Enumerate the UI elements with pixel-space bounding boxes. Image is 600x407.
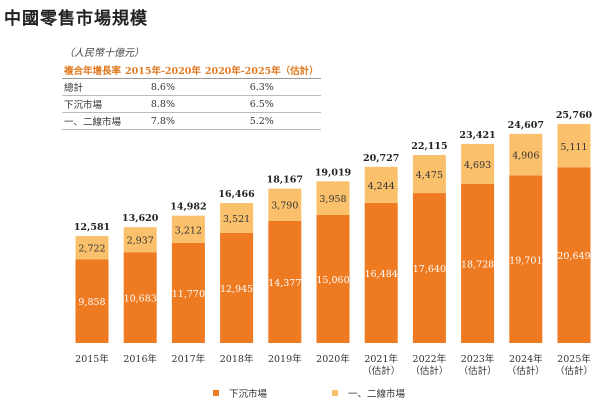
- bar-tier1-2: [268, 188, 302, 221]
- bar-lower-tier: [557, 167, 591, 343]
- cell: 下沉市場: [62, 95, 124, 113]
- bar-tier1-2: [123, 227, 157, 253]
- data-label: 3,212: [175, 225, 202, 236]
- x-tick-label: 2025年: [557, 353, 591, 365]
- total-label: 18,167: [267, 175, 303, 186]
- total-label: 24,607: [508, 120, 544, 131]
- bar-lower-tier: [171, 242, 205, 343]
- table-row: 一、二線市場 7.8% 5.2%: [62, 112, 321, 130]
- cell: 總計: [62, 78, 124, 96]
- data-label: 12,945: [220, 284, 253, 295]
- x-tick-label: （估計）: [362, 365, 400, 377]
- bar-tier1-2: [220, 203, 254, 233]
- bar-lower-tier: [461, 183, 495, 343]
- bar-lower-tier: [220, 232, 254, 343]
- bar-lower-tier: [268, 220, 302, 343]
- data-label: 4,475: [416, 170, 443, 181]
- total-label: 14,982: [170, 202, 206, 213]
- legend-label: 下沉市場: [229, 388, 268, 400]
- data-label: 4,693: [464, 160, 491, 171]
- total-label: 12,581: [74, 222, 110, 233]
- data-label: 2,937: [127, 236, 154, 247]
- bar-lower-tier: [123, 252, 157, 343]
- x-tick-label: （估計）: [459, 365, 497, 377]
- total-label: 19,019: [315, 167, 352, 178]
- data-label: 15,060: [316, 275, 349, 286]
- bar-tier1-2: [557, 124, 591, 168]
- cell: 7.8%: [123, 112, 203, 130]
- table-header-row: 複合年增長率 2015年-2020年 2020年-2025年（估計）: [62, 62, 321, 79]
- total-label: 20,727: [363, 153, 399, 164]
- cell: 6.5%: [202, 95, 321, 113]
- cell: 8.8%: [123, 95, 203, 113]
- x-tick-label: 2016年: [123, 353, 157, 365]
- total-label: 13,620: [122, 213, 159, 224]
- x-tick-label: 2023年: [461, 353, 495, 365]
- legend-swatch: [213, 390, 219, 396]
- bar-lower-tier: [316, 214, 350, 343]
- x-tick-label: 2020年: [316, 353, 350, 365]
- bar-lower-tier: [364, 202, 398, 343]
- total-label: 25,760: [556, 110, 593, 121]
- table-header: 2015年-2020年: [123, 62, 203, 79]
- data-label: 5,111: [560, 142, 587, 153]
- x-tick-label: （估計）: [555, 365, 593, 377]
- bar-tier1-2: [316, 181, 350, 215]
- cagr-table: 複合年增長率 2015年-2020年 2020年-2025年（估計） 總計 8.6…: [62, 62, 321, 130]
- x-tick-label: （估計）: [410, 365, 448, 377]
- bar-lower-tier: [412, 193, 446, 343]
- x-tick-label: 2021年: [364, 353, 398, 365]
- data-label: 3,958: [319, 194, 346, 205]
- table-row: 總計 8.6% 6.3%: [62, 78, 321, 96]
- data-label: 4,906: [512, 151, 539, 162]
- data-label: 16,484: [365, 269, 398, 280]
- cell: 6.3%: [202, 78, 321, 96]
- bar-lower-tier: [509, 175, 543, 343]
- data-label: 10,683: [124, 294, 157, 305]
- table-header: 複合年增長率: [62, 62, 124, 79]
- legend-swatch: [332, 390, 338, 396]
- x-tick-label: 2024年: [509, 353, 543, 365]
- bar-tier1-2: [171, 215, 205, 243]
- data-label: 3,521: [223, 214, 250, 225]
- bar-tier1-2: [461, 143, 495, 184]
- page-title: 中國零售市場規模: [4, 9, 148, 29]
- cell: 8.6%: [123, 78, 203, 96]
- data-label: 3,790: [271, 201, 298, 212]
- data-label: 4,244: [368, 181, 395, 192]
- data-label: 2,722: [78, 244, 105, 255]
- total-label: 22,115: [411, 141, 447, 152]
- legend-label: 一、二線市場: [348, 388, 406, 400]
- data-label: 11,770: [172, 289, 205, 300]
- bar-lower-tier: [75, 259, 109, 343]
- data-label: 20,649: [557, 251, 590, 262]
- bar-tier1-2: [364, 166, 398, 203]
- bar-tier1-2: [412, 155, 446, 194]
- cell: 5.2%: [202, 112, 321, 130]
- data-label: 19,701: [509, 255, 542, 266]
- bar-tier1-2: [75, 236, 109, 260]
- x-tick-label: 2017年: [172, 353, 206, 365]
- total-label: 16,466: [218, 189, 255, 200]
- x-tick-label: 2015年: [75, 353, 109, 365]
- unit-label: （人民幣十億元）: [64, 48, 144, 59]
- x-tick-label: 2018年: [220, 353, 254, 365]
- table-row: 下沉市場 8.8% 6.5%: [62, 95, 321, 113]
- total-label: 23,421: [459, 130, 495, 141]
- data-label: 14,377: [268, 278, 301, 289]
- data-label: 17,640: [413, 264, 446, 275]
- data-label: 18,728: [461, 259, 494, 270]
- data-label: 9,858: [78, 297, 105, 308]
- bar-tier1-2: [509, 133, 543, 176]
- cell: 一、二線市場: [62, 112, 124, 130]
- x-tick-label: 2019年: [268, 353, 302, 365]
- x-tick-label: （估計）: [507, 365, 545, 377]
- x-tick-label: 2022年: [413, 353, 447, 365]
- table-header: 2020年-2025年（估計）: [202, 62, 321, 79]
